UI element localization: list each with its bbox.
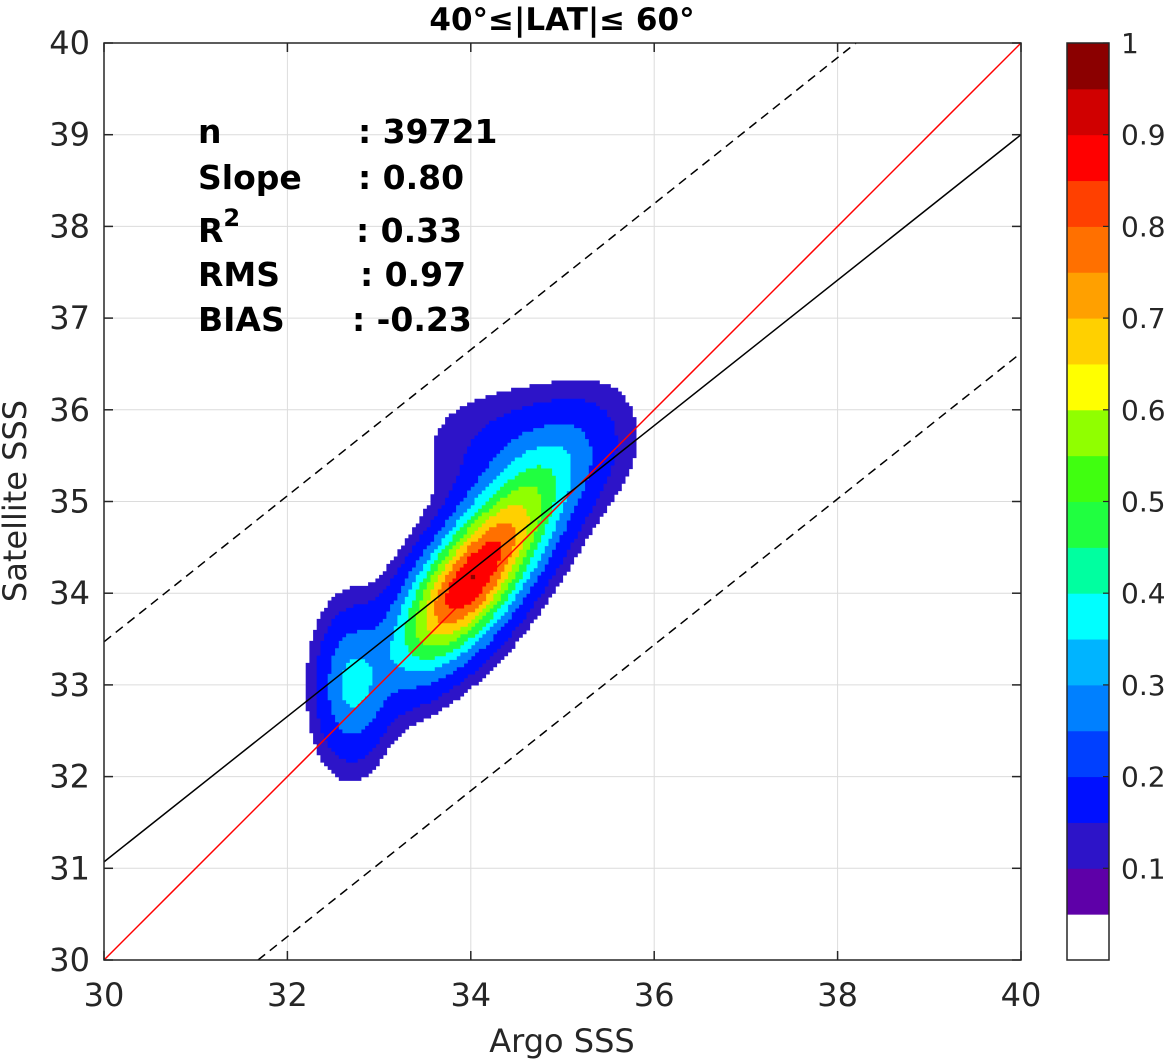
y-tick-label: 35 (49, 483, 90, 521)
lower-bound-line (257, 352, 1021, 960)
colorbar-tick-label: 0.4 (1121, 577, 1166, 610)
colorbar-segment (1067, 409, 1109, 457)
stat-label: R2 (198, 204, 240, 250)
reference-lines (104, 43, 1021, 960)
colorbar-segment (1067, 180, 1109, 227)
colorbar-segment (1067, 776, 1109, 823)
colorbar-tick-label: 0.6 (1121, 394, 1166, 427)
y-tick-label: 31 (49, 849, 90, 887)
stat-value: : 0.33 (356, 211, 462, 250)
y-tick-label: 37 (49, 299, 90, 337)
stat-value: : 0.80 (358, 158, 464, 197)
y-tick-label: 34 (49, 574, 90, 612)
axis-ticks: 30 32 34 36 38 40 30 31 32 33 34 35 36 37 38 39 40 (49, 24, 1041, 1014)
colorbar-segment (1067, 363, 1109, 411)
colorbar-tick-label: 0.1 (1121, 852, 1166, 885)
x-axis-label: Argo SSS (489, 1022, 634, 1060)
stat-label: Slope (198, 158, 302, 197)
colorbar-segment (1067, 730, 1109, 778)
x-tick-label: 30 (84, 976, 125, 1014)
contour-level-0.9 (470, 574, 476, 580)
colorbar-segment (1067, 318, 1109, 365)
y-tick-label: 32 (49, 758, 90, 796)
colorbar-tick-label: 0.3 (1121, 669, 1166, 702)
regression-line (104, 134, 1021, 863)
stat-value: : 0.97 (360, 255, 466, 294)
x-tick-label: 40 (1001, 976, 1042, 1014)
one-to-one-line (104, 43, 1021, 960)
colorbar-segment (1067, 868, 1109, 915)
colorbar-tick-label: 0.2 (1121, 761, 1166, 794)
y-axis-label: Satellite SSS (0, 400, 34, 602)
y-tick-label: 36 (49, 391, 90, 429)
stat-superscript: 2 (223, 204, 240, 232)
colorbar-segment (1067, 501, 1109, 548)
colorbar-segment (1067, 455, 1109, 502)
stats-box: n : 39721 Slope : 0.80 R2 : 0.33 RMS : 0.97 BIAS… (198, 112, 498, 339)
colorbar-segment (1067, 914, 1109, 961)
colorbar-tick-label: 1 (1121, 27, 1139, 60)
colorbar-segment (1067, 134, 1109, 182)
y-tick-label: 39 (49, 116, 90, 154)
colorbar-segment (1067, 684, 1109, 732)
colorbar-segment (1067, 593, 1109, 640)
y-tick-label: 33 (49, 666, 90, 704)
y-tick-label: 40 (49, 24, 90, 62)
y-tick-label: 30 (49, 941, 90, 979)
x-tick-label: 34 (450, 976, 491, 1014)
chart-title: 40°≤|LAT|≤ 60° (429, 2, 694, 38)
y-tick-label: 38 (49, 207, 90, 245)
colorbar-segment (1067, 88, 1109, 136)
colorbar-segment (1067, 43, 1109, 90)
stat-label: RMS (198, 255, 280, 294)
colorbar-tick-label: 0.5 (1121, 486, 1166, 519)
colorbar-segment (1067, 226, 1109, 273)
colorbar-segment (1067, 547, 1109, 594)
colorbar-tick-label: 0.8 (1121, 210, 1166, 243)
colorbar: 0.1 0.2 0.3 0.4 0.5 0.6 0.7 0.8 0.9 1 (1066, 27, 1166, 961)
x-tick-label: 32 (267, 976, 308, 1014)
colorbar-tick-label: 0.9 (1121, 119, 1166, 152)
x-tick-label: 36 (634, 976, 675, 1014)
colorbar-segment (1067, 272, 1109, 319)
stat-label: BIAS (198, 300, 285, 339)
colorbar-segment (1067, 639, 1109, 686)
stat-label: n (198, 112, 222, 151)
colorbar-segment (1067, 822, 1109, 869)
x-tick-label: 38 (817, 976, 858, 1014)
colorbar-tick-label: 0.7 (1121, 302, 1166, 335)
stat-value: : 39721 (358, 112, 498, 151)
stat-value: : -0.23 (352, 300, 472, 339)
upper-bound-line (104, 43, 857, 643)
